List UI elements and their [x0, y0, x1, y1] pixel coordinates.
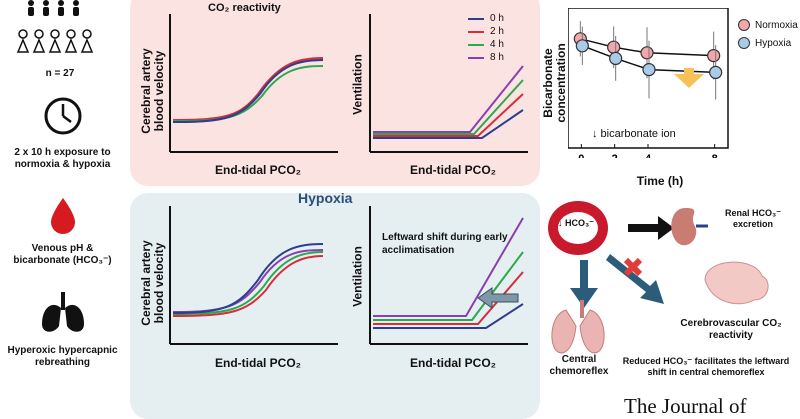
leftward-arrow-icon [477, 287, 519, 309]
renal-label: Renal HCO₃⁻ excretion [725, 208, 781, 229]
arrow-to-kidney [628, 216, 674, 240]
brain-icon [704, 261, 769, 305]
curve-8h [172, 59, 324, 123]
time-legend: 0 h 2 h 4 h 8 h [468, 12, 538, 64]
normoxia-cbv-xlabel: End-tidal PCO₂ [215, 163, 301, 177]
vent-2h [373, 93, 524, 137]
legend-item-0h: 0 h [468, 12, 538, 25]
x-tick-label: 8 [712, 153, 718, 158]
hypoxia-title: Hypoxia [298, 190, 353, 206]
normoxia-point [707, 48, 721, 63]
arrow-to-lungs [570, 260, 598, 308]
lungs-illustration [551, 309, 577, 354]
arrow-to-brain [606, 254, 664, 304]
hypoxia-cbv-xlabel: End-tidal PCO₂ [215, 356, 301, 370]
blood-drop-icon [51, 198, 75, 234]
vent-0h [373, 109, 524, 139]
co2-reactivity-title: CO₂ reactivity [208, 2, 281, 14]
normoxia-point [640, 46, 654, 60]
rebreathing-label: Hyperoxic hypercapnic rebreathing [7, 345, 118, 368]
mechanism-diagram [548, 201, 769, 354]
blood-cell-label: ↓ HCO₃⁻ [558, 218, 594, 228]
hypoxia-point [642, 62, 656, 77]
x-tick-label: 4 [645, 153, 652, 158]
hypoxia-line [582, 45, 716, 74]
down-arrow-icon [674, 68, 704, 88]
clock-icon [44, 97, 82, 135]
legend-normoxia: Normoxia [738, 16, 800, 34]
x-tick-label: 0 [578, 153, 584, 158]
lungs-icon [42, 292, 84, 332]
bicarbonate-ylabel: Bicarbonate concentration [541, 43, 568, 123]
kidney-icon [671, 208, 697, 246]
curve-0h [172, 59, 324, 123]
bicarbonate-xlabel: Time (h) [636, 174, 684, 188]
hypoxia-vent-plot [369, 206, 528, 345]
normoxia-point [607, 40, 621, 54]
hypoxia-cbv-plot [169, 206, 338, 345]
exposure-label: 2 x 10 h exposure to normoxia & hypoxia [14, 147, 111, 170]
hypoxia-point [609, 51, 623, 66]
bicarbonate-chart: 0 2 4 8 [568, 8, 729, 158]
normoxia-line [580, 38, 714, 57]
bicarbonate-annotation: ↓ bicarbonate ion [592, 128, 676, 140]
participants-label: n = 27 [45, 68, 75, 79]
x-tick-label: 2 [612, 153, 618, 158]
hypoxia-vent-ylabel: Ventilation [350, 246, 365, 307]
legend-hypoxia: Hypoxia [738, 34, 800, 52]
vent-8h [373, 65, 524, 133]
mechanism-caption: Reduced HCO₃⁻ facilitates the leftward s… [622, 356, 790, 377]
legend-item-2h: 2 h [468, 25, 538, 38]
curve-4h [172, 65, 324, 122]
participants-icon [16, 0, 94, 53]
vent-4h [373, 79, 524, 135]
hypoxia-point [709, 65, 723, 80]
central-chemoreflex-label: Central chemoreflex [549, 354, 609, 377]
journal-logo: The Journal of [624, 394, 747, 418]
curve-2h [172, 57, 324, 121]
blocked-x-icon [623, 257, 643, 277]
normoxia-cbv-ylabel: Cerebral artery blood velocity [139, 48, 166, 134]
normoxia-cbv-plot [169, 14, 338, 153]
normoxia-vent-xlabel: End-tidal PCO₂ [410, 163, 496, 177]
hypoxia-cbv-ylabel: Cerebral artery blood velocity [139, 240, 166, 326]
hypoxia-vent-xlabel: End-tidal PCO₂ [410, 356, 496, 370]
normoxia-vent-ylabel: Ventilation [350, 54, 365, 115]
legend-item-4h: 4 h [468, 38, 538, 51]
normoxia-vent-plot [369, 14, 528, 153]
hypoxia-point [575, 39, 589, 53]
chart-frame [568, 8, 729, 149]
cerebrovascular-label: Cerebrovascular CO₂ reactivity [680, 318, 782, 341]
group-legend: Normoxia Hypoxia [738, 16, 800, 52]
venous-label: Venous pH & bicarbonate (HCO₃⁻) [13, 243, 112, 266]
legend-item-8h: 8 h [468, 51, 538, 64]
leftward-shift-annotation: Leftward shift during early acclimatisat… [382, 232, 508, 256]
